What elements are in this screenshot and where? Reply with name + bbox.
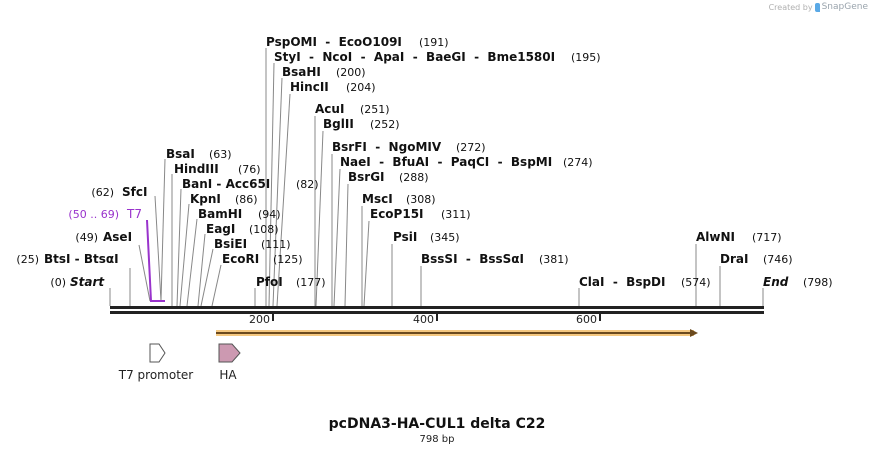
site-pos: (195) [571, 51, 601, 64]
orf-arrow[interactable] [216, 329, 698, 337]
site-pos: (62) [91, 186, 114, 199]
site-pos: (311) [441, 208, 471, 221]
site-label-sfci[interactable]: SfcI [122, 185, 147, 199]
credit-brand: SnapGene [821, 2, 868, 12]
site-label-bsrgi[interactable]: BsrGI [348, 170, 385, 184]
map-length: 798 bp [419, 434, 455, 445]
site-label-hindiii[interactable]: HindIII [174, 162, 219, 176]
site-label-bsrfi[interactable]: BsrFI - NgoMIV [332, 140, 442, 154]
backbone [110, 306, 764, 314]
site-label-kpni[interactable]: KpnI [190, 192, 221, 206]
site-label-alwni[interactable]: AlwNI [696, 230, 735, 244]
site-leader-lines [109, 48, 764, 307]
site-pos: (746) [763, 253, 793, 266]
site-label-ecop15i[interactable]: EcoP15I [370, 207, 424, 221]
site-label-clai[interactable]: ClaI - BspDI [579, 275, 665, 289]
tick-600: 600 [576, 313, 597, 326]
site-label-bani[interactable]: BanI - Acc65I [182, 177, 270, 191]
site-pos: (63) [209, 148, 232, 161]
site-label-bsai[interactable]: BsaI [166, 147, 195, 161]
scale-ticks: 200 400 600 [249, 313, 601, 326]
credit-prefix: Created by [768, 2, 813, 12]
site-label-psii[interactable]: PsiI [393, 230, 417, 244]
end-label: End [763, 275, 789, 289]
site-pos: (125) [273, 253, 303, 266]
site-label-asei[interactable]: AseI [103, 230, 132, 244]
site-pos: (111) [261, 238, 291, 251]
site-label-bsiei[interactable]: BsiEI [214, 237, 247, 251]
site-label-styi[interactable]: StyI - NcoI - ApaI - BaeGI - Bme1580I [274, 50, 555, 64]
start-label: Start [70, 275, 105, 289]
site-pos: (200) [336, 66, 366, 79]
site-pos: (108) [249, 223, 279, 236]
site-pos: (191) [419, 36, 449, 49]
site-pos: (272) [456, 141, 486, 154]
primer-label-t7[interactable]: T7 [126, 207, 142, 221]
site-pos: (381) [539, 253, 569, 266]
site-pos: (345) [430, 231, 460, 244]
primer-pos: (50 .. 69) [68, 208, 119, 221]
site-label-hincii[interactable]: HincII [290, 80, 329, 94]
site-pos: (76) [238, 163, 261, 176]
site-pos: (574) [681, 276, 711, 289]
end-pos: (798) [803, 276, 833, 289]
site-pos: (251) [360, 103, 390, 116]
site-label-naei[interactable]: NaeI - BfuAI - PaqCI - BspMI [340, 155, 552, 169]
start-pos: (0) [50, 276, 66, 289]
site-pos: (25) [16, 253, 39, 266]
site-pos: (204) [346, 81, 376, 94]
site-label-bglii[interactable]: BglII [323, 117, 354, 131]
site-pos: (86) [235, 193, 258, 206]
site-label-btsi[interactable]: BtsI - BtsαI [44, 252, 119, 266]
site-label-bsssi[interactable]: BssSI - BssSαI [421, 252, 524, 266]
tick-400: 400 [413, 313, 434, 326]
site-label-bamhi[interactable]: BamHI [198, 207, 242, 221]
site-label-acui[interactable]: AcuI [315, 102, 344, 116]
site-label-drai[interactable]: DraI [720, 252, 748, 266]
snapgene-logo-icon [814, 2, 820, 12]
site-pos: (252) [370, 118, 400, 131]
site-label-eagi[interactable]: EagI [206, 222, 235, 236]
site-label-ecori[interactable]: EcoRI [222, 252, 259, 266]
feature-ha[interactable]: HA [218, 343, 241, 382]
feature-t7-promoter[interactable]: T7 promoter [118, 343, 194, 382]
site-pos: (94) [258, 208, 281, 221]
site-pos: (717) [752, 231, 782, 244]
feature-label-ha: HA [219, 368, 237, 382]
site-pos: (49) [75, 231, 98, 244]
site-pos: (274) [563, 156, 593, 169]
snapgene-credit: Created by SnapGene [769, 2, 868, 12]
site-pos: (177) [296, 276, 326, 289]
site-labels: (0) Start (25) BtsI - BtsαI (49) AseI (5… [16, 35, 832, 289]
site-label-bsahi[interactable]: BsaHI [282, 65, 321, 79]
map-title: pcDNA3-HA-CUL1 delta C22 [328, 416, 546, 432]
feature-label-t7-promoter: T7 promoter [118, 368, 194, 382]
site-pos: (82) [296, 178, 319, 191]
site-pos: (288) [399, 171, 429, 184]
t7-primer[interactable] [146, 219, 165, 302]
site-label-pfoi[interactable]: PfoI [256, 275, 283, 289]
site-label-msci[interactable]: MscI [362, 192, 393, 206]
site-label-pspomi[interactable]: PspOMI - EcoO109I [266, 35, 402, 49]
tick-200: 200 [249, 313, 270, 326]
site-pos: (308) [406, 193, 436, 206]
